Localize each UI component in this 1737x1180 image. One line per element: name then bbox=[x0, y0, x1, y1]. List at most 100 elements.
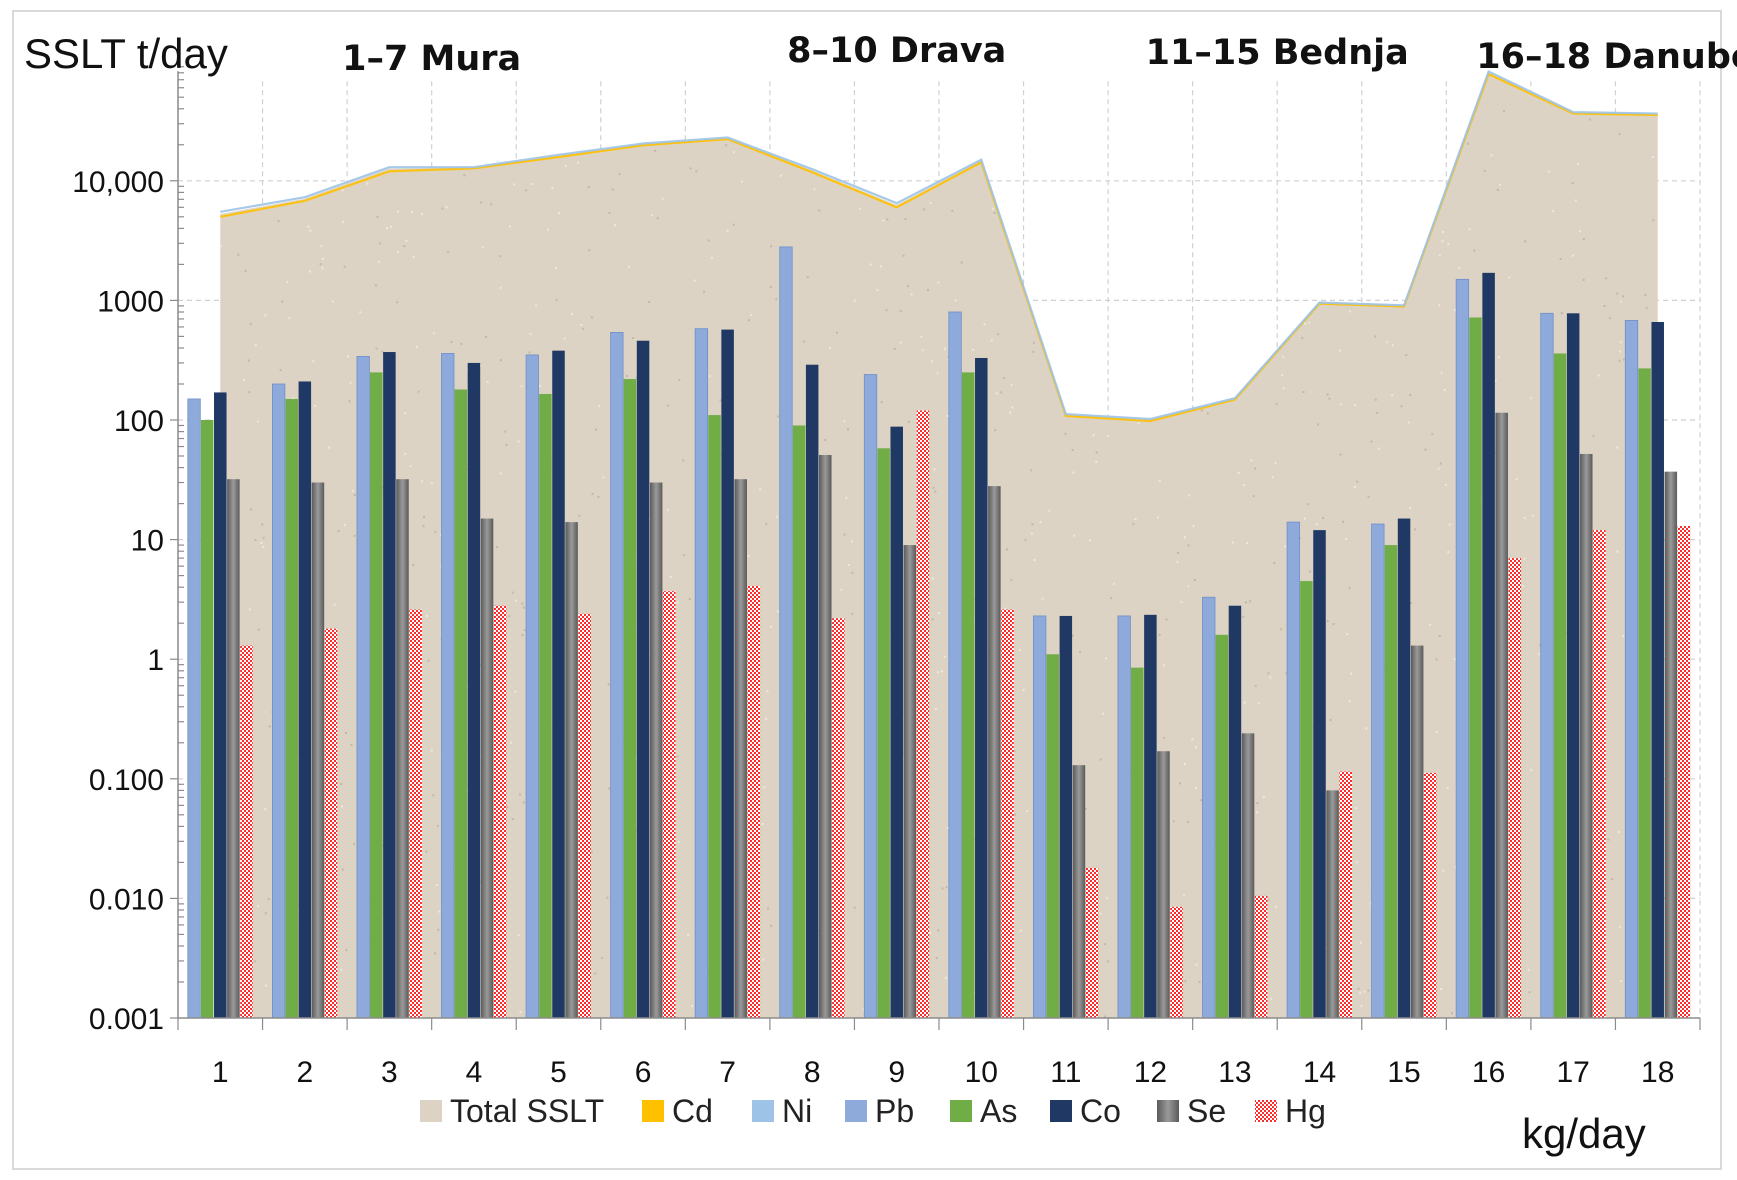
x-tick-label: 18 bbox=[1641, 1056, 1674, 1089]
bar-co bbox=[383, 352, 396, 1018]
bar-hg bbox=[240, 645, 253, 1018]
bar-se bbox=[649, 482, 663, 1019]
x-tick-label: 1 bbox=[212, 1056, 229, 1089]
legend-swatch-as bbox=[950, 1100, 972, 1122]
bar-pb bbox=[1032, 615, 1047, 1019]
bar-as bbox=[539, 393, 552, 1019]
bar-se bbox=[1241, 733, 1255, 1018]
bar-as bbox=[961, 372, 975, 1018]
bar-pb bbox=[525, 354, 539, 1019]
bar-pb bbox=[356, 356, 370, 1019]
bar-se bbox=[1410, 645, 1424, 1018]
bar-as bbox=[1638, 368, 1651, 1018]
y-tick-label: 0.010 bbox=[89, 883, 164, 916]
bar-pb bbox=[187, 398, 201, 1019]
axes bbox=[170, 66, 1701, 1030]
bar-as bbox=[792, 425, 806, 1018]
legend-label-cd: Cd bbox=[672, 1093, 713, 1129]
bar-se bbox=[988, 486, 1001, 1019]
region-label: 16–18 Danube bbox=[1476, 37, 1737, 77]
bar-co bbox=[1228, 605, 1242, 1018]
bar-se bbox=[565, 522, 578, 1018]
bar-pb bbox=[1624, 320, 1639, 1019]
bar-pb bbox=[694, 328, 709, 1019]
legend-label-se: Se bbox=[1187, 1093, 1226, 1129]
bar-co bbox=[1144, 614, 1157, 1018]
bar-pb bbox=[1371, 523, 1385, 1019]
bar-as bbox=[1131, 667, 1144, 1018]
bar-hg bbox=[1254, 895, 1268, 1018]
x-tick-label: 3 bbox=[381, 1056, 398, 1089]
bar-hg bbox=[1593, 530, 1606, 1018]
bar-as bbox=[454, 389, 468, 1018]
x-tick-label: 9 bbox=[888, 1056, 905, 1089]
region-label: 1–7 Mura bbox=[342, 39, 521, 79]
bar-hg bbox=[409, 609, 422, 1018]
legend-label-total-sslt: Total SSLT bbox=[450, 1093, 604, 1129]
legend-swatch-hg bbox=[1255, 1100, 1277, 1122]
bar-co bbox=[1482, 272, 1495, 1018]
y-tick-label: 10 bbox=[131, 525, 164, 558]
unit-label: kg/day bbox=[1522, 1110, 1646, 1157]
bar-hg bbox=[747, 585, 761, 1018]
legend-swatch-cd bbox=[642, 1100, 664, 1122]
bar-co bbox=[721, 329, 734, 1018]
bar-se bbox=[903, 545, 917, 1018]
bar-hg bbox=[916, 410, 930, 1019]
legend-label-as: As bbox=[980, 1093, 1017, 1129]
bar-pb bbox=[779, 246, 793, 1019]
bar-se bbox=[1326, 790, 1339, 1018]
bar-as bbox=[285, 398, 298, 1019]
region-label: 11–15 Bednja bbox=[1146, 33, 1409, 73]
bar-co bbox=[1566, 313, 1580, 1018]
bar-se bbox=[1072, 765, 1086, 1018]
bar-co bbox=[805, 364, 819, 1018]
bar-pb bbox=[441, 353, 455, 1019]
legend-swatch-total-sslt bbox=[420, 1100, 442, 1122]
bar-as bbox=[1046, 654, 1059, 1018]
x-tick-label: 15 bbox=[1387, 1056, 1420, 1089]
x-tick-label: 11 bbox=[1050, 1056, 1081, 1089]
bar-layer bbox=[187, 246, 1691, 1019]
bar-pb bbox=[1286, 521, 1300, 1019]
bar-as bbox=[200, 420, 214, 1018]
bar-as bbox=[1384, 545, 1398, 1018]
bar-se bbox=[227, 479, 240, 1018]
x-tick-label: 7 bbox=[719, 1056, 736, 1089]
bar-se bbox=[1157, 751, 1170, 1018]
line-ni bbox=[220, 69, 1658, 421]
x-tick-label: 5 bbox=[550, 1056, 567, 1089]
bar-as bbox=[1469, 317, 1482, 1019]
bar-se bbox=[1580, 453, 1593, 1018]
bar-hg bbox=[1424, 772, 1437, 1018]
bar-hg bbox=[493, 605, 507, 1018]
legend-label-hg: Hg bbox=[1285, 1093, 1326, 1129]
y-tick-label: 0.001 bbox=[89, 1003, 164, 1036]
bar-hg bbox=[663, 591, 676, 1018]
legend-swatch-co bbox=[1050, 1100, 1072, 1122]
bar-co bbox=[1313, 530, 1326, 1018]
bar-hg bbox=[1170, 906, 1183, 1018]
bar-pb bbox=[271, 383, 286, 1019]
bar-pb bbox=[863, 374, 878, 1019]
x-tick-label: 13 bbox=[1218, 1056, 1251, 1089]
bar-as bbox=[1300, 581, 1313, 1018]
bar-se bbox=[311, 482, 325, 1019]
bar-co bbox=[1651, 321, 1664, 1018]
y-tick-label: 0.100 bbox=[89, 764, 164, 797]
bar-co bbox=[214, 392, 227, 1018]
labels: SSLT t/day kg/day 0.001 0.010 0.100 1 10 100 1… bbox=[24, 30, 1737, 1157]
legend: Total SSLT Cd Ni Pb As Co Se Hg bbox=[420, 1093, 1326, 1129]
bar-hg bbox=[832, 618, 845, 1018]
bar-as bbox=[877, 448, 890, 1018]
bar-as bbox=[623, 379, 637, 1018]
bar-hg bbox=[1508, 558, 1522, 1018]
legend-label-pb: Pb bbox=[875, 1093, 914, 1129]
bar-co bbox=[298, 381, 312, 1018]
x-tick-label: 8 bbox=[804, 1056, 821, 1089]
bar-pb bbox=[1540, 312, 1554, 1019]
bar-pb bbox=[1455, 278, 1470, 1019]
bar-pb bbox=[1202, 596, 1216, 1019]
x-tick-label: 14 bbox=[1303, 1056, 1336, 1089]
